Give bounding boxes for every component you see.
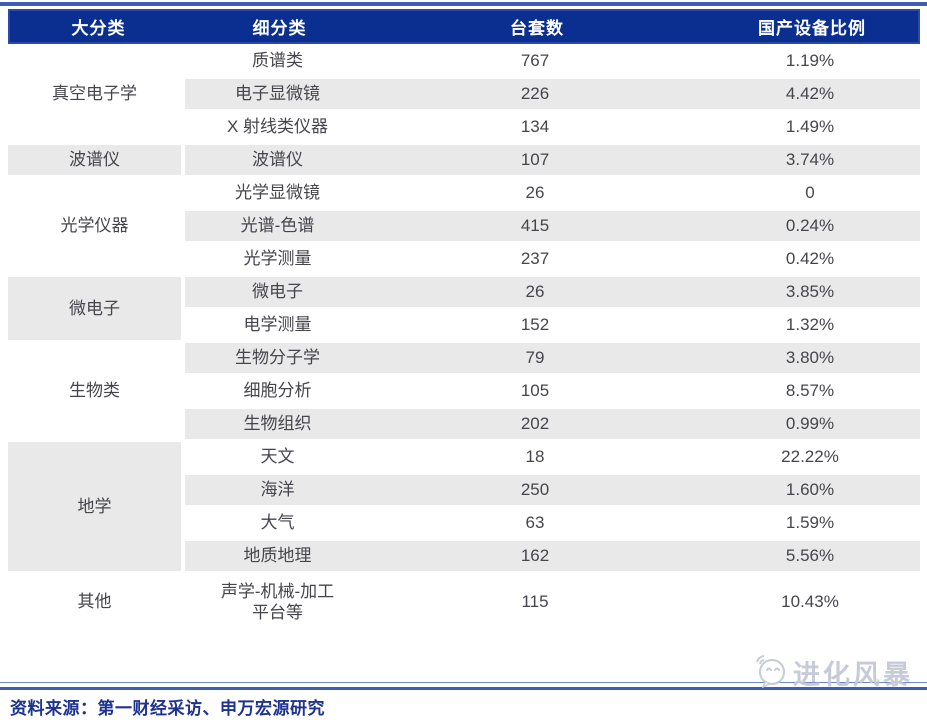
- ratio-cell: 3.80%: [700, 341, 920, 374]
- subcategory-cell: 细胞分析: [185, 374, 370, 407]
- column-header-subcategory: 细分类: [252, 19, 307, 38]
- subcategory-cell: 波谱仪: [185, 143, 370, 176]
- subcategory-cell: 微电子: [185, 275, 370, 308]
- subcategory-cell: 电学测量: [185, 308, 370, 341]
- units-cell: 134: [370, 110, 700, 143]
- table-row: 波谱仪 波谱仪 107 3.74%: [8, 143, 920, 176]
- table-row: 生物类 生物分子学 79 3.80%: [8, 341, 920, 440]
- bottom-divider-line: [0, 682, 927, 690]
- table-row: 生物组织 202 0.99%: [8, 407, 920, 440]
- ratio-cell: 0.99%: [700, 407, 920, 440]
- watermark-logo-icon: [751, 652, 789, 693]
- category-cell: 光学仪器: [8, 176, 185, 275]
- table-row: 光学测量 237 0.42%: [8, 242, 920, 275]
- subcategory-cell: 大气: [185, 506, 370, 539]
- table-row: 细胞分析 105 8.57%: [8, 374, 920, 407]
- table-header-row: 大分类 细分类 台套数 国产设备比例: [8, 9, 920, 44]
- table-row: 地学 天文 18 22.22%: [8, 440, 920, 572]
- source-note: 资料来源：第一财经采访、申万宏源研究: [10, 699, 325, 718]
- ratio-cell: 3.85%: [700, 275, 920, 308]
- ratio-cell: 1.49%: [700, 110, 920, 143]
- subcategory-cell: 质谱类: [185, 44, 370, 77]
- ratio-cell: 5.56%: [700, 539, 920, 572]
- units-cell: 63: [370, 506, 700, 539]
- ratio-cell: 1.32%: [700, 308, 920, 341]
- subcategory-cell: 地质地理: [185, 539, 370, 572]
- category-cell: 微电子: [8, 275, 185, 341]
- ratio-cell: 1.19%: [700, 44, 920, 77]
- column-header-domestic-ratio: 国产设备比例: [758, 19, 866, 38]
- ratio-cell: 0.42%: [700, 242, 920, 275]
- units-cell: 107: [370, 143, 700, 176]
- subcategory-cell: 海洋: [185, 473, 370, 506]
- category-cell: 其他: [8, 572, 185, 631]
- table-row: 海洋 250 1.60%: [8, 473, 920, 506]
- subcategory-cell: 光谱-色谱: [185, 209, 370, 242]
- top-divider-line: [0, 2, 927, 6]
- table-row: 电学测量 152 1.32%: [8, 308, 920, 341]
- ratio-cell: 1.59%: [700, 506, 920, 539]
- units-cell: 26: [370, 176, 700, 209]
- column-header-units: 台套数: [510, 19, 564, 38]
- subcategory-cell: 光学测量: [185, 242, 370, 275]
- units-cell: 237: [370, 242, 700, 275]
- subcategory-cell: 光学显微镜: [185, 176, 370, 209]
- table-row: 电子显微镜 226 4.42%: [8, 77, 920, 110]
- subcategory-cell: 天文: [185, 440, 370, 473]
- data-table: 真空电子学 质谱类 767 1.19% 电子显微镜 226 4.42% X 射线类仪器 134 1…: [8, 44, 920, 631]
- units-cell: 18: [370, 440, 700, 473]
- subcategory-cell: 生物分子学: [185, 341, 370, 374]
- units-cell: 202: [370, 407, 700, 440]
- units-cell: 250: [370, 473, 700, 506]
- table-row: 光谱-色谱 415 0.24%: [8, 209, 920, 242]
- subcategory-cell: 电子显微镜: [185, 77, 370, 110]
- units-cell: 767: [370, 44, 700, 77]
- column-header-category: 大分类: [71, 19, 126, 38]
- table-row: 光学仪器 光学显微镜 26 0: [8, 176, 920, 275]
- units-cell: 415: [370, 209, 700, 242]
- ratio-cell: 0: [700, 176, 920, 209]
- subcategory-cell: 声学-机械-加工 平台等: [185, 572, 370, 631]
- table-body: 真空电子学 质谱类 767 1.19% 电子显微镜 226 4.42% X 射线类仪器 134 1…: [8, 44, 920, 631]
- table-row: 真空电子学 质谱类 767 1.19%: [8, 44, 920, 143]
- ratio-cell: 4.42%: [700, 77, 920, 110]
- ratio-cell: 22.22%: [700, 440, 920, 473]
- category-cell: 生物类: [8, 341, 185, 440]
- table-row: 微电子 微电子 26 3.85%: [8, 275, 920, 341]
- units-cell: 105: [370, 374, 700, 407]
- units-cell: 79: [370, 341, 700, 374]
- ratio-cell: 1.60%: [700, 473, 920, 506]
- watermark: 进化风暴: [751, 652, 913, 693]
- ratio-cell: 8.57%: [700, 374, 920, 407]
- table-row: X 射线类仪器 134 1.49%: [8, 110, 920, 143]
- category-cell: 真空电子学: [8, 44, 185, 143]
- table-row: 地质地理 162 5.56%: [8, 539, 920, 572]
- subcategory-cell: 生物组织: [185, 407, 370, 440]
- units-cell: 226: [370, 77, 700, 110]
- category-cell: 地学: [8, 440, 185, 572]
- watermark-text: 进化风暴: [793, 660, 913, 690]
- ratio-cell: 3.74%: [700, 143, 920, 176]
- table-row: 大气 63 1.59%: [8, 506, 920, 539]
- subcategory-cell: X 射线类仪器: [185, 110, 370, 143]
- units-cell: 115: [370, 572, 700, 631]
- units-cell: 162: [370, 539, 700, 572]
- ratio-cell: 0.24%: [700, 209, 920, 242]
- ratio-cell: 10.43%: [700, 572, 920, 631]
- units-cell: 26: [370, 275, 700, 308]
- units-cell: 152: [370, 308, 700, 341]
- table-row: 其他 声学-机械-加工 平台等 115 10.43%: [8, 572, 920, 631]
- category-cell: 波谱仪: [8, 143, 185, 176]
